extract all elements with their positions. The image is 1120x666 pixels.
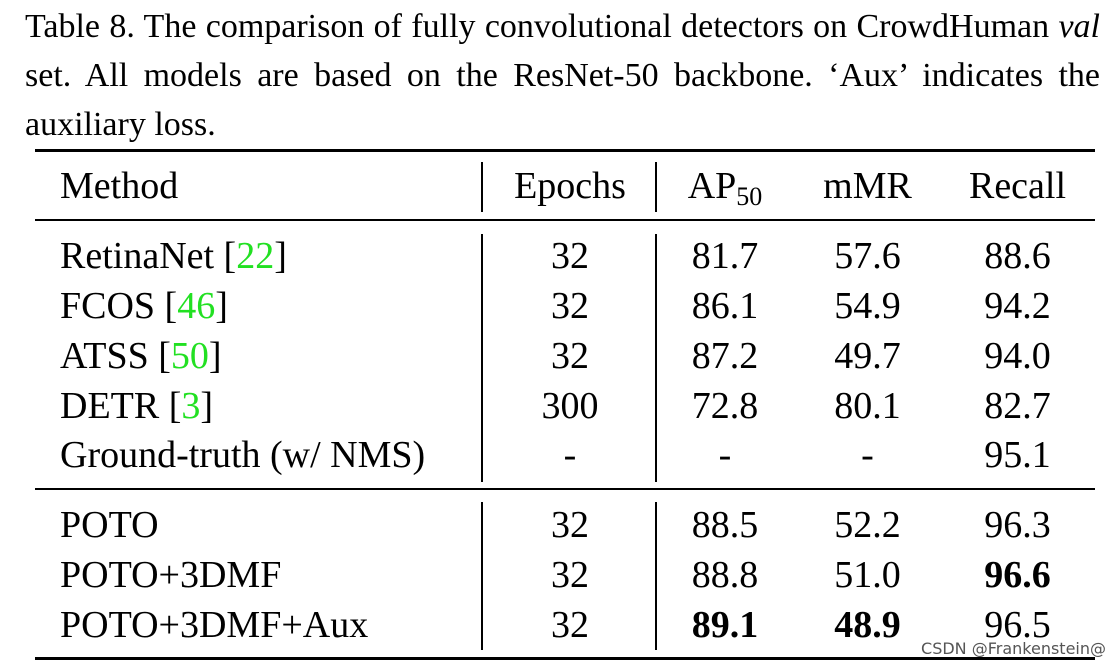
watermark: CSDN @Frankenstein@ — [921, 639, 1106, 658]
mmr-cell: - — [861, 434, 874, 476]
ap50-cell-best: 89.1 — [691, 604, 759, 646]
header-ap50: AP50 — [660, 164, 790, 211]
recall-cell: 96.5 — [984, 604, 1051, 646]
recall-cell-best: 96.6 — [984, 554, 1051, 596]
citation-bracket: ] — [274, 235, 287, 277]
mmr-cell: 54.9 — [834, 285, 901, 327]
method-cell: POTO — [60, 504, 159, 546]
column-separator — [655, 502, 657, 650]
header-rule — [35, 219, 1095, 221]
header-method: Method — [60, 165, 179, 207]
top-rule — [35, 149, 1095, 152]
mmr-cell: 52.2 — [834, 504, 901, 546]
method-cell: DETR [3] — [60, 384, 213, 428]
citation-link[interactable]: 46 — [177, 285, 216, 327]
header-mmr: mMR — [823, 165, 912, 207]
group-rule — [35, 488, 1095, 490]
citation-link[interactable]: 50 — [170, 335, 209, 377]
bottom-rule — [35, 657, 1095, 660]
recall-cell: 82.7 — [984, 385, 1051, 427]
citation-bracket: ] — [208, 335, 222, 377]
epochs-cell: 32 — [551, 335, 589, 377]
header-ap-subscript: 50 — [736, 182, 763, 211]
ap50-cell: 88.8 — [691, 554, 759, 596]
method-name: Ground-truth (w/ NMS) — [60, 434, 426, 476]
ap50-cell: - — [718, 434, 732, 476]
mmr-cell: 49.7 — [834, 335, 901, 377]
ap50-cell: 72.8 — [691, 385, 759, 427]
mmr-cell-best: 48.9 — [834, 604, 901, 646]
mmr-cell: 51.0 — [834, 554, 901, 596]
ap50-cell: 88.5 — [691, 504, 759, 546]
method-name: ATSS [ — [60, 335, 171, 377]
column-separator — [481, 502, 483, 650]
header-ap-base: AP — [687, 165, 737, 207]
mmr-cell: 80.1 — [834, 385, 901, 427]
epochs-cell: 32 — [551, 235, 589, 277]
citation-bracket: ] — [200, 385, 214, 427]
caption-prefix: Table 8. The comparison of fully convolu… — [25, 8, 1059, 45]
epochs-cell: - — [563, 434, 577, 476]
method-name: DETR [ — [60, 385, 182, 427]
caption-suffix: set. All models are based on the ResNet-… — [25, 57, 1100, 143]
column-separator — [481, 234, 483, 482]
citation-link[interactable]: 22 — [236, 235, 275, 277]
header-recall: Recall — [968, 165, 1067, 207]
caption-italic: val — [1058, 8, 1100, 45]
method-name: FCOS [ — [60, 285, 178, 327]
table-caption: Table 8. The comparison of fully convolu… — [25, 2, 1100, 149]
recall-cell: 94.0 — [984, 335, 1051, 377]
recall-cell: 96.3 — [984, 504, 1051, 546]
column-separator — [655, 234, 657, 482]
ap50-cell: 87.2 — [691, 335, 759, 377]
epochs-cell: 32 — [551, 554, 589, 596]
column-separator — [655, 162, 657, 212]
epochs-cell: 32 — [551, 504, 589, 546]
method-cell: ATSS [50] — [60, 334, 222, 378]
header-epochs: Epochs — [514, 165, 626, 207]
ap50-cell: 81.7 — [691, 235, 759, 277]
recall-cell: 94.2 — [984, 285, 1051, 327]
column-separator — [481, 162, 483, 212]
epochs-cell: 300 — [541, 385, 599, 427]
method-cell: POTO+3DMF+Aux — [60, 604, 369, 646]
recall-cell: 95.1 — [984, 434, 1051, 476]
method-cell: RetinaNet [22] — [60, 234, 287, 278]
ap50-cell: 86.1 — [691, 285, 759, 327]
method-name: RetinaNet [ — [60, 235, 237, 277]
method-cell: POTO+3DMF — [60, 554, 282, 596]
citation-bracket: ] — [215, 285, 228, 327]
citation-link[interactable]: 3 — [181, 385, 201, 427]
epochs-cell: 32 — [551, 604, 589, 646]
mmr-cell: 57.6 — [834, 235, 901, 277]
recall-cell: 88.6 — [984, 235, 1051, 277]
method-cell: FCOS [46] — [60, 284, 228, 328]
method-cell: Ground-truth (w/ NMS) — [60, 433, 425, 477]
epochs-cell: 32 — [551, 285, 589, 327]
